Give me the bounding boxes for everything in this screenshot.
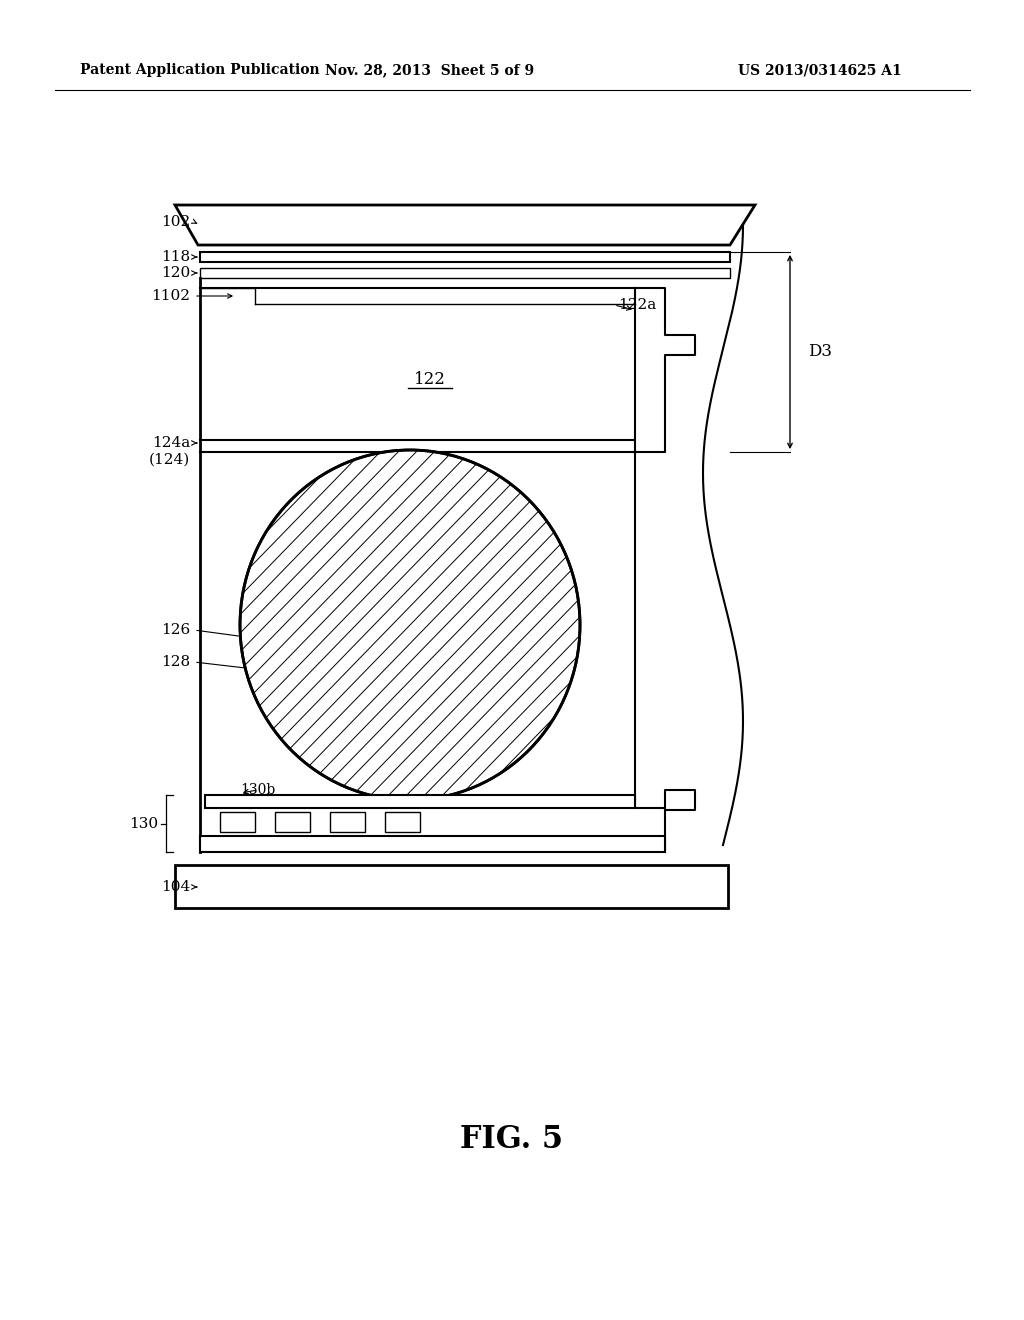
Text: 128: 128 bbox=[161, 655, 190, 669]
Polygon shape bbox=[175, 865, 728, 908]
Text: Nov. 28, 2013  Sheet 5 of 9: Nov. 28, 2013 Sheet 5 of 9 bbox=[326, 63, 535, 77]
Text: 124a: 124a bbox=[152, 436, 190, 450]
Text: 120: 120 bbox=[161, 267, 190, 280]
Polygon shape bbox=[275, 812, 310, 832]
Text: US 2013/0314625 A1: US 2013/0314625 A1 bbox=[738, 63, 902, 77]
Text: FIG. 5: FIG. 5 bbox=[461, 1125, 563, 1155]
Ellipse shape bbox=[240, 450, 580, 800]
Text: Patent Application Publication: Patent Application Publication bbox=[80, 63, 319, 77]
Polygon shape bbox=[175, 205, 755, 246]
Polygon shape bbox=[200, 268, 730, 279]
Text: 122: 122 bbox=[414, 371, 445, 388]
Text: 104: 104 bbox=[161, 880, 190, 894]
Text: 130b: 130b bbox=[240, 783, 275, 797]
Text: 1102: 1102 bbox=[151, 289, 190, 304]
Text: (124): (124) bbox=[148, 453, 190, 467]
Text: 126: 126 bbox=[161, 623, 190, 638]
Polygon shape bbox=[200, 836, 665, 851]
Text: D3: D3 bbox=[808, 343, 831, 360]
Polygon shape bbox=[200, 252, 730, 261]
Text: 102: 102 bbox=[161, 215, 190, 228]
Polygon shape bbox=[330, 812, 365, 832]
Polygon shape bbox=[220, 812, 255, 832]
Polygon shape bbox=[385, 812, 420, 832]
Text: 130: 130 bbox=[129, 817, 158, 830]
Text: 122a: 122a bbox=[618, 298, 656, 312]
Polygon shape bbox=[205, 795, 635, 808]
Text: 118: 118 bbox=[161, 249, 190, 264]
